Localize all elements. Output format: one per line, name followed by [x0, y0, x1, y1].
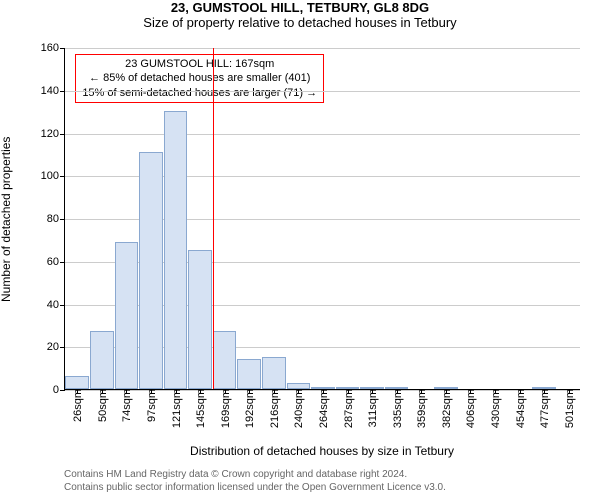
- x-tick-label: 335sqm: [390, 389, 404, 428]
- x-tick-label: 169sqm: [218, 389, 232, 428]
- histogram-bar: [139, 152, 163, 389]
- x-tick-label: 50sqm: [95, 389, 109, 422]
- annotation-line-2: ← 85% of detached houses are smaller (40…: [82, 71, 317, 85]
- histogram-bar: [188, 250, 212, 389]
- histogram-bar: [115, 242, 139, 389]
- y-tick-label: 0: [53, 384, 65, 396]
- annotation-line-1: 23 GUMSTOOL HILL: 167sqm: [82, 57, 317, 71]
- x-tick-label: 26sqm: [70, 389, 84, 422]
- y-tick-label: 160: [41, 42, 65, 54]
- x-tick-label: 430sqm: [488, 389, 502, 428]
- histogram-plot: 23 GUMSTOOL HILL: 167sqm ← 85% of detach…: [64, 48, 580, 390]
- y-tick-label: 120: [41, 128, 65, 140]
- x-tick-label: 192sqm: [242, 389, 256, 428]
- reference-marker-line: [213, 48, 214, 389]
- x-tick-label: 97sqm: [144, 389, 158, 422]
- x-tick-label: 501sqm: [562, 389, 576, 428]
- y-axis-label: Number of detached properties: [0, 136, 13, 301]
- x-tick-label: 477sqm: [537, 389, 551, 428]
- x-tick-label: 287sqm: [341, 389, 355, 428]
- chart-title: 23, GUMSTOOL HILL, TETBURY, GL8 8DG: [0, 0, 600, 15]
- histogram-bar: [213, 331, 237, 389]
- x-axis-label: Distribution of detached houses by size …: [64, 444, 580, 458]
- annotation-line-3: 15% of semi-detached houses are larger (…: [82, 86, 317, 100]
- gridline: [65, 48, 580, 49]
- x-tick-label: 74sqm: [119, 389, 133, 422]
- footer-line-1: Contains HM Land Registry data © Crown c…: [64, 468, 446, 481]
- y-tick-label: 100: [41, 170, 65, 182]
- y-tick-label: 80: [47, 213, 65, 225]
- y-tick-label: 40: [47, 299, 65, 311]
- gridline: [65, 134, 580, 135]
- x-tick-label: 454sqm: [513, 389, 527, 428]
- x-tick-label: 406sqm: [463, 389, 477, 428]
- histogram-bar: [65, 376, 89, 389]
- chart-subtitle: Size of property relative to detached ho…: [0, 15, 600, 30]
- x-tick-label: 145sqm: [193, 389, 207, 428]
- x-tick-label: 121sqm: [169, 389, 183, 428]
- x-tick-label: 359sqm: [414, 389, 428, 428]
- histogram-bar: [164, 111, 188, 389]
- x-tick-label: 240sqm: [291, 389, 305, 428]
- y-tick-label: 60: [47, 256, 65, 268]
- footer-line-2: Contains public sector information licen…: [64, 481, 446, 494]
- footer-attribution: Contains HM Land Registry data © Crown c…: [64, 468, 446, 494]
- x-tick-label: 264sqm: [316, 389, 330, 428]
- x-tick-label: 311sqm: [365, 389, 379, 427]
- gridline: [65, 91, 580, 92]
- y-tick-label: 140: [41, 85, 65, 97]
- marker-annotation: 23 GUMSTOOL HILL: 167sqm ← 85% of detach…: [75, 54, 324, 103]
- histogram-bar: [237, 359, 261, 389]
- histogram-bar: [90, 331, 114, 389]
- histogram-bar: [262, 357, 286, 389]
- x-tick-label: 216sqm: [267, 389, 281, 428]
- y-tick-label: 20: [47, 341, 65, 353]
- x-tick-label: 382sqm: [439, 389, 453, 428]
